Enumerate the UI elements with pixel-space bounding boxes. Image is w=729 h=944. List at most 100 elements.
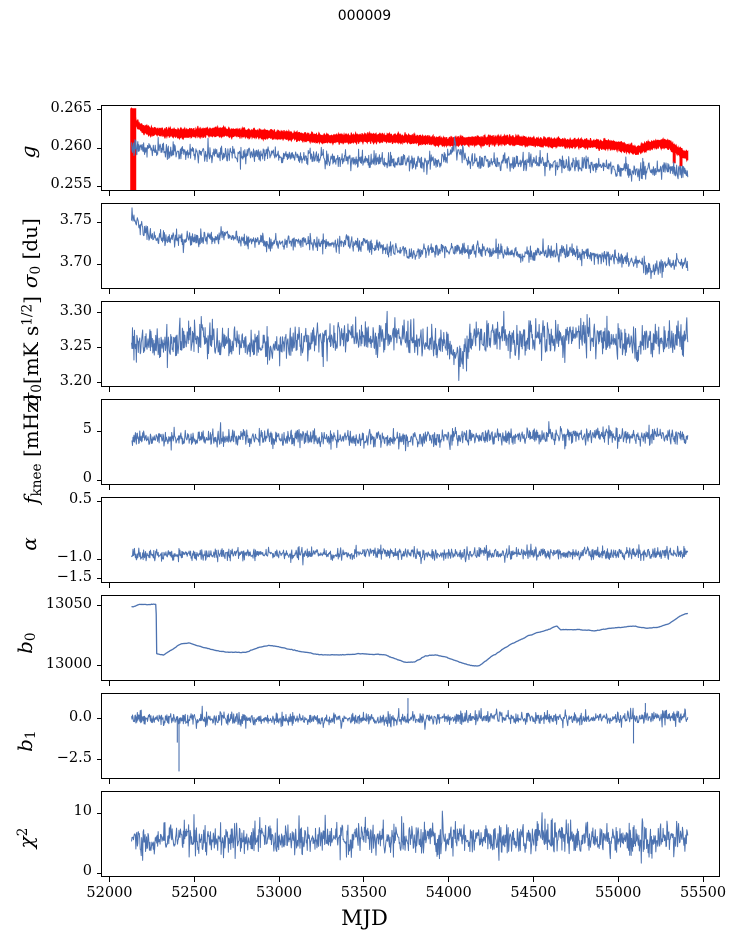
xtick-mark-5-6: [617, 681, 619, 686]
xtick-mark-7-7: [702, 877, 704, 882]
ytick-label-panel-sigma0-mk-0: 3.20: [59, 372, 92, 389]
xtick-label-2: 53000: [255, 885, 303, 901]
ytick-label-panel-alpha-2: 0.5: [68, 491, 92, 508]
ytick-label-panel-chi2-0: 0: [82, 863, 92, 879]
xtick-mark-4-0: [108, 583, 111, 588]
xtick-mark-3-0: [108, 485, 111, 490]
xtick-mark-2-1: [193, 387, 195, 392]
xtick-mark-7-0: [108, 877, 111, 882]
plot-area-panel-g: [130, 107, 689, 190]
xtick-mark-4-3: [363, 583, 365, 588]
ytick-mark-panel-b0-1: [97, 605, 101, 607]
xtick-label-6: 55000: [595, 885, 642, 901]
xtick-mark-2-5: [532, 387, 535, 392]
xtick-mark-3-3: [363, 485, 365, 490]
xtick-mark-0-2: [278, 191, 280, 196]
xtick-mark-2-4: [448, 387, 450, 392]
ytick-label-panel-fknee-0: 0: [82, 470, 92, 487]
ytick-mark-panel-fknee-0: [97, 479, 101, 481]
ytick-mark-panel-alpha-2: [97, 500, 101, 502]
ytick-label-panel-g-1: 0.260: [50, 138, 92, 154]
ytick-label-panel-chi2-1: 10: [73, 803, 92, 819]
plot-area-panel-chi2: [131, 810, 689, 864]
plot-area-panel-fknee: [131, 421, 689, 452]
xtick-mark-4-6: [617, 583, 619, 588]
ytick-mark-panel-chi2-1: [97, 812, 101, 814]
ytick-label-panel-g-2: 0.265: [50, 99, 92, 116]
ylabel-b1: b1: [12, 730, 40, 752]
ytick-mark-panel-fknee-1: [97, 430, 101, 432]
ytick-label-panel-b0-1: 13050: [45, 595, 92, 612]
xtick-mark-0-5: [532, 191, 535, 196]
ytick-mark-panel-g-0: [97, 185, 101, 187]
xtick-mark-6-6: [617, 779, 619, 784]
ytick-mark-panel-sigma0-mk-0: [97, 382, 101, 384]
ytick-mark-panel-g-1: [97, 147, 101, 149]
panel-fknee: [101, 399, 720, 485]
panel-sigma0-mk: [101, 301, 720, 387]
xtick-mark-2-6: [617, 387, 619, 392]
xtick-mark-5-2: [278, 681, 280, 686]
plot-area-panel-b0: [131, 603, 689, 667]
xtick-mark-7-4: [448, 877, 450, 882]
xtick-mark-4-2: [278, 583, 280, 588]
xtick-mark-1-3: [363, 289, 365, 294]
xtick-mark-0-3: [363, 191, 365, 196]
xtick-mark-0-4: [448, 191, 450, 196]
xtick-mark-6-3: [363, 779, 365, 784]
xtick-mark-7-3: [363, 877, 365, 882]
panel-alpha: [101, 497, 720, 583]
ytick-label-panel-alpha-1: −1.0: [56, 549, 92, 566]
series-g-red-band-end-spike-1: [679, 148, 683, 167]
ytick-mark-panel-b1-1: [97, 718, 101, 720]
ytick-mark-panel-chi2-0: [97, 872, 101, 874]
xtick-mark-5-0: [108, 681, 111, 686]
ytick-label-panel-sigma0-du-0: 3.70: [59, 254, 92, 271]
xtick-label-7: 55500: [679, 885, 727, 901]
xtick-mark-1-4: [448, 289, 450, 294]
xtick-mark-5-7: [702, 681, 704, 686]
xtick-mark-1-7: [702, 289, 704, 294]
series-g-red-band: [131, 107, 689, 163]
xtick-mark-7-6: [617, 877, 619, 882]
ytick-label-panel-b1-1: 0.0: [68, 708, 92, 725]
ytick-label-panel-g-0: 0.255: [50, 176, 92, 193]
panel-g: [101, 105, 720, 191]
xtick-label-5: 54500: [510, 885, 557, 901]
ytick-mark-panel-alpha-0: [97, 578, 101, 580]
xtick-mark-4-5: [532, 583, 535, 588]
ytick-label-panel-sigma0-du-1: 3.75: [59, 212, 92, 229]
xtick-mark-1-2: [278, 289, 280, 294]
xtick-mark-0-7: [702, 191, 704, 196]
xtick-label-4: 54000: [425, 885, 472, 901]
xaxis-label: MJD: [341, 906, 388, 930]
xtick-mark-2-0: [108, 387, 111, 392]
xtick-mark-3-1: [193, 485, 195, 490]
ytick-mark-panel-sigma0-du-1: [97, 221, 101, 224]
xtick-mark-7-5: [532, 877, 535, 882]
ytick-label-panel-b0-0: 13000: [45, 655, 92, 672]
xtick-mark-3-6: [617, 485, 619, 490]
xtick-mark-6-7: [702, 779, 704, 784]
page-title: 000009: [337, 8, 392, 24]
ylabel-alpha: α: [17, 537, 41, 551]
xtick-mark-4-7: [702, 583, 704, 588]
xtick-mark-1-0: [108, 289, 111, 294]
plot-area-panel-sigma0-du: [131, 207, 689, 280]
xtick-label-0: 52000: [86, 885, 133, 901]
xtick-mark-3-5: [532, 485, 535, 490]
xtick-mark-2-2: [278, 387, 280, 392]
plot-area-panel-alpha: [131, 543, 689, 566]
panel-b0: [101, 595, 720, 681]
xtick-mark-0-0: [108, 191, 111, 196]
xtick-mark-5-3: [363, 681, 365, 686]
xtick-mark-6-5: [532, 779, 535, 784]
ylabel-chi2: χ2: [14, 827, 38, 849]
ytick-label-panel-fknee-1: 5: [82, 421, 92, 438]
xtick-mark-5-5: [532, 681, 535, 686]
ytick-label-panel-alpha-0: −1.5: [56, 568, 92, 585]
plot-area-panel-sigma0-mk: [131, 310, 689, 381]
ytick-mark-panel-g-2: [97, 109, 101, 111]
ylabel-b0: b0: [12, 632, 40, 654]
